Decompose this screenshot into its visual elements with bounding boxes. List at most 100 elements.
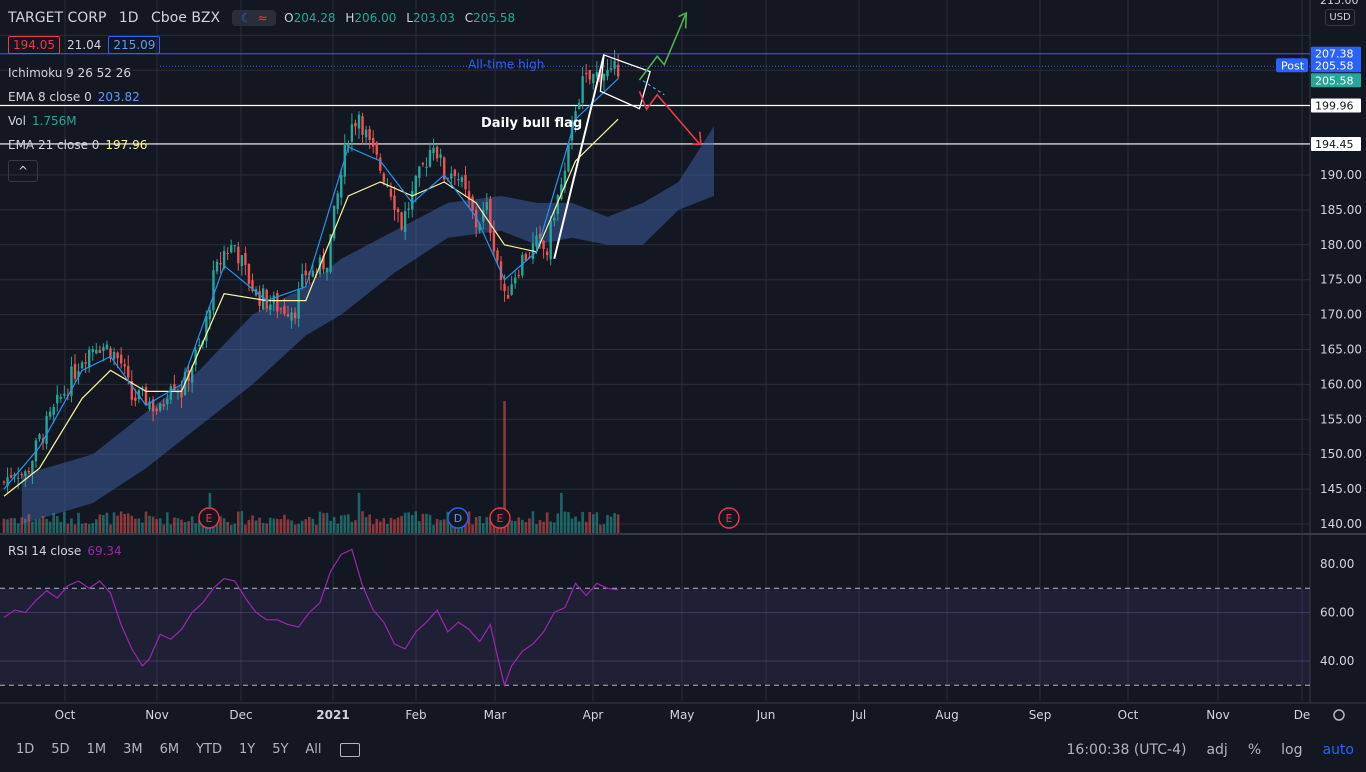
ichimoku-label: Ichimoku 9 26 52 26 bbox=[8, 66, 131, 80]
candle-body bbox=[350, 124, 354, 142]
range-ytd[interactable]: YTD bbox=[196, 742, 222, 757]
currency-button[interactable]: USD bbox=[1325, 9, 1355, 26]
price-tick-label: 145.00 bbox=[1320, 482, 1362, 496]
symbol-name[interactable]: TARGET CORP bbox=[8, 10, 107, 26]
volume-bar bbox=[400, 516, 403, 533]
candle-body bbox=[84, 362, 87, 364]
volume-bar bbox=[450, 521, 453, 533]
volume-bar bbox=[478, 516, 481, 533]
volume-bar bbox=[357, 493, 361, 533]
ema21-value: 197.96 bbox=[105, 138, 148, 152]
collapse-legend-button[interactable]: ^ bbox=[8, 160, 38, 182]
candle-body bbox=[574, 111, 577, 123]
candle-body bbox=[361, 116, 364, 135]
candle-body bbox=[13, 474, 16, 477]
volume-bar bbox=[531, 511, 535, 533]
time-tick-label: Dec bbox=[229, 708, 252, 722]
volume-bar bbox=[545, 512, 549, 533]
date-range-icon[interactable] bbox=[339, 742, 360, 757]
ema21-legend[interactable]: EMA 21 close 0 197.96 bbox=[8, 138, 147, 152]
volume-bar bbox=[481, 523, 485, 533]
earnings-marker-label: E bbox=[726, 512, 733, 525]
candle-body bbox=[70, 366, 73, 396]
candle-body bbox=[130, 381, 133, 400]
volume-bar bbox=[513, 521, 517, 533]
range-5d[interactable]: 5D bbox=[51, 742, 70, 757]
volume-bar bbox=[432, 524, 435, 533]
range-1m[interactable]: 1M bbox=[86, 742, 107, 757]
log-toggle[interactable]: log bbox=[1281, 741, 1303, 758]
ema8-legend[interactable]: EMA 8 close 0 203.82 bbox=[8, 90, 140, 104]
buy-price[interactable]: 215.09 bbox=[108, 36, 161, 54]
volume-bar bbox=[251, 515, 254, 533]
adj-toggle[interactable]: adj bbox=[1206, 741, 1228, 758]
candle-body bbox=[492, 230, 496, 252]
volume-bar bbox=[410, 515, 414, 533]
last-price-badge bbox=[1311, 73, 1361, 88]
candle-body bbox=[403, 211, 407, 233]
range-3m[interactable]: 3M bbox=[123, 742, 143, 757]
o-value: 204.28 bbox=[293, 11, 336, 25]
volume-bar bbox=[283, 514, 286, 533]
candle-body bbox=[119, 354, 123, 364]
candle-body bbox=[304, 270, 307, 276]
candle-body bbox=[151, 399, 155, 412]
vol-label: Vol bbox=[8, 114, 26, 128]
ema21-line bbox=[3, 118, 619, 497]
candle-body bbox=[616, 64, 620, 77]
candle-body bbox=[354, 122, 357, 127]
volume-bars bbox=[2, 401, 620, 533]
range-1d[interactable]: 1D bbox=[16, 742, 35, 757]
candle-body bbox=[56, 394, 59, 404]
range-6m[interactable]: 6M bbox=[159, 742, 180, 757]
candle-body bbox=[524, 253, 528, 261]
candle-body bbox=[435, 146, 439, 159]
volume-bar bbox=[528, 518, 531, 533]
gear-icon[interactable] bbox=[1333, 709, 1345, 721]
candle-body bbox=[560, 184, 563, 200]
candle-body bbox=[261, 288, 265, 310]
range-5y[interactable]: 5Y bbox=[272, 742, 289, 757]
candle-body bbox=[222, 250, 226, 269]
range-all[interactable]: All bbox=[305, 742, 322, 757]
sell-price[interactable]: 194.05 bbox=[8, 36, 60, 54]
volume-bar bbox=[247, 519, 251, 533]
volume-bar bbox=[6, 519, 9, 533]
volume-bar bbox=[95, 519, 98, 533]
time-tick-label: De bbox=[1294, 708, 1311, 722]
ema8-line bbox=[3, 78, 619, 490]
candle-body bbox=[332, 205, 336, 239]
candle-body bbox=[368, 129, 371, 141]
flag-channel bbox=[599, 54, 651, 110]
volume-bar bbox=[176, 518, 180, 533]
volume-bar bbox=[123, 513, 126, 533]
range-1y[interactable]: 1Y bbox=[238, 742, 256, 757]
volume-legend[interactable]: Vol 1.756M bbox=[8, 114, 77, 128]
bearish-arrow-head bbox=[692, 131, 702, 146]
candle-body bbox=[226, 253, 229, 255]
volume-bar bbox=[2, 518, 6, 533]
candle-body bbox=[95, 350, 98, 354]
candle-body bbox=[322, 255, 325, 270]
volume-bar bbox=[180, 519, 183, 533]
candle-body bbox=[467, 191, 471, 201]
market-status-toggle[interactable]: ☾ ≈ bbox=[232, 10, 277, 26]
interval[interactable]: 1D bbox=[118, 10, 139, 26]
ichimoku-legend[interactable]: Ichimoku 9 26 52 26 bbox=[8, 66, 131, 80]
auto-toggle[interactable]: auto bbox=[1322, 741, 1354, 758]
volume-bar bbox=[141, 522, 144, 533]
volume-bar bbox=[286, 519, 290, 533]
volume-bar bbox=[407, 512, 410, 533]
percent-toggle[interactable]: % bbox=[1247, 741, 1262, 758]
candle-body bbox=[411, 191, 414, 210]
candle-body bbox=[272, 295, 275, 303]
candle-body bbox=[489, 199, 492, 234]
price-tick-label: 190.00 bbox=[1320, 168, 1362, 182]
volume-bar bbox=[229, 524, 233, 533]
volume-bar bbox=[517, 517, 521, 533]
ema21-label: EMA 21 close 0 bbox=[8, 138, 100, 152]
rsi-legend[interactable]: RSI 14 close 69.34 bbox=[8, 544, 122, 558]
volume-bar bbox=[581, 511, 584, 533]
